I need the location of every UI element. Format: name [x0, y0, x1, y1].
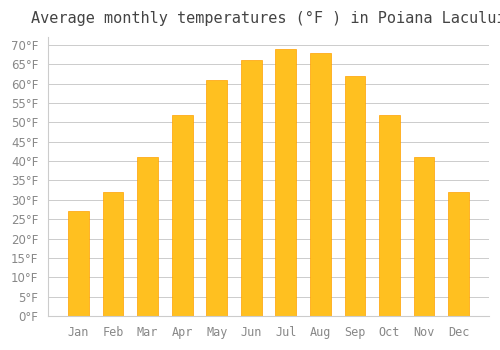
Bar: [448, 192, 469, 316]
Bar: [276, 49, 296, 316]
Bar: [172, 114, 193, 316]
Bar: [241, 60, 262, 316]
Bar: [68, 211, 89, 316]
Bar: [138, 157, 158, 316]
Bar: [414, 157, 434, 316]
Bar: [103, 192, 124, 316]
Title: Average monthly temperatures (°F ) in Poiana Lacului: Average monthly temperatures (°F ) in Po…: [32, 11, 500, 26]
Bar: [344, 76, 365, 316]
Bar: [206, 80, 227, 316]
Bar: [379, 114, 400, 316]
Bar: [310, 52, 330, 316]
